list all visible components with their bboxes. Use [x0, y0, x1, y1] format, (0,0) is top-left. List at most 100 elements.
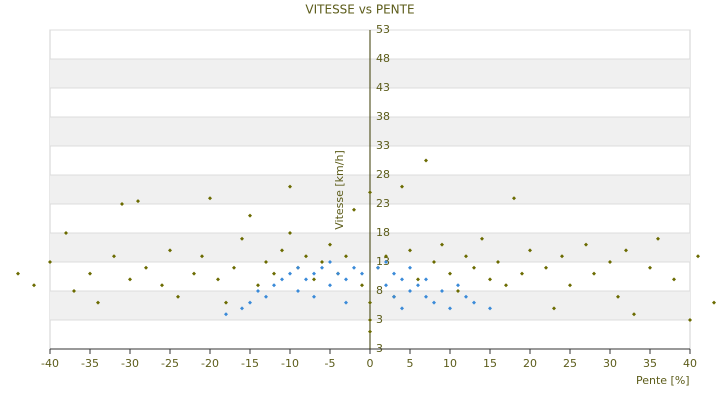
x-axis-label: Pente [%] — [636, 374, 690, 387]
point — [520, 271, 524, 276]
point — [256, 283, 260, 288]
point — [192, 271, 196, 276]
point — [712, 300, 716, 305]
point — [344, 277, 348, 282]
x-tick-label: 5 — [407, 357, 414, 370]
point — [432, 300, 436, 305]
point — [496, 260, 500, 264]
point — [288, 184, 292, 189]
point — [464, 294, 468, 299]
x-tick-label: 10 — [443, 357, 457, 370]
x-tick-label: -5 — [325, 357, 336, 370]
point — [688, 318, 692, 322]
point — [408, 289, 412, 293]
point — [568, 283, 572, 288]
point — [416, 277, 420, 282]
point — [312, 294, 316, 299]
point — [624, 248, 628, 253]
point — [400, 184, 404, 189]
point — [144, 265, 148, 270]
point — [616, 294, 620, 299]
point — [240, 236, 244, 241]
point — [328, 260, 332, 264]
point — [552, 306, 556, 311]
point — [456, 289, 460, 293]
point — [560, 254, 564, 259]
point — [488, 277, 492, 282]
point — [448, 306, 452, 311]
y-tick-label: 53 — [376, 23, 390, 36]
point — [272, 271, 276, 276]
point — [160, 283, 164, 288]
point — [424, 294, 428, 299]
point — [200, 254, 204, 259]
y-tick-label: 18 — [376, 226, 390, 239]
point — [416, 283, 420, 288]
point — [472, 300, 476, 305]
y-tick-label: 8 — [376, 284, 383, 297]
point — [376, 265, 380, 270]
point — [392, 271, 396, 276]
point — [32, 283, 36, 288]
point — [296, 265, 300, 270]
y-tick-label: 38 — [376, 110, 390, 123]
x-tick-label: 35 — [643, 357, 657, 370]
point — [424, 277, 428, 282]
y-tick-label: 48 — [376, 52, 390, 65]
point — [16, 271, 20, 276]
y-axis-label: Vitesse [km/h] — [333, 150, 346, 230]
x-tick-label: 20 — [523, 357, 537, 370]
point — [480, 236, 484, 241]
point — [360, 271, 364, 276]
point — [440, 242, 444, 247]
point — [216, 277, 220, 282]
point — [472, 265, 476, 270]
point — [280, 248, 284, 253]
y-tick-label: 33 — [376, 139, 390, 152]
point — [408, 265, 412, 270]
point — [208, 196, 212, 201]
point — [288, 231, 292, 235]
x-tick-label: 40 — [683, 357, 697, 370]
y-tick-label: 3 — [376, 313, 383, 326]
point — [440, 289, 444, 293]
point — [120, 202, 124, 206]
point — [608, 260, 612, 264]
x-tick-label: 30 — [603, 357, 617, 370]
point — [656, 236, 660, 241]
point — [384, 260, 388, 264]
point — [288, 271, 292, 276]
y-tick-label: 13 — [376, 255, 390, 268]
chart-title: VITESSE vs PENTE — [305, 3, 414, 17]
point — [272, 283, 276, 288]
point — [368, 329, 372, 334]
point — [456, 283, 460, 288]
y-tick-label: 43 — [376, 81, 390, 94]
point — [328, 283, 332, 288]
point — [320, 265, 324, 270]
point — [72, 289, 76, 293]
point — [64, 231, 68, 235]
point — [312, 271, 316, 276]
point — [112, 254, 116, 259]
x-tick-label: -30 — [121, 357, 139, 370]
point — [264, 260, 268, 264]
point — [448, 271, 452, 276]
point — [256, 289, 260, 293]
point — [488, 306, 492, 311]
y-tick-label: 23 — [376, 197, 390, 210]
point — [304, 277, 308, 282]
point — [504, 283, 508, 288]
point — [224, 300, 228, 305]
point — [176, 294, 180, 299]
point — [368, 300, 372, 305]
point — [384, 283, 388, 288]
point — [672, 277, 676, 282]
point — [400, 306, 404, 311]
point — [432, 260, 436, 264]
point — [320, 260, 324, 264]
x-tick-label: 15 — [483, 357, 497, 370]
point — [344, 300, 348, 305]
point — [400, 277, 404, 282]
